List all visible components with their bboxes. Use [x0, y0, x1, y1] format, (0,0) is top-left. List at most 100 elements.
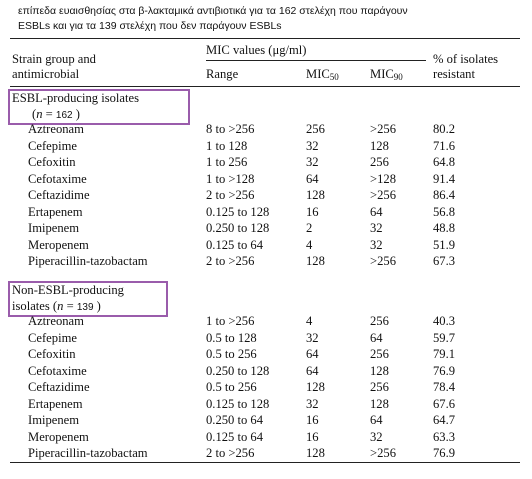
table-cell-mic90: 32 [370, 221, 383, 235]
table-cell-mic90: 256 [370, 314, 389, 328]
table-cell-resist: 79.1 [433, 347, 456, 361]
table-cell-mic50: 4 [306, 314, 313, 328]
header-resist-line-2: resistant [433, 67, 475, 81]
table-cell-resist: 64.7 [433, 413, 456, 427]
table-cell-mic90: 64 [370, 330, 383, 345]
table-cell-mic50: 128 [306, 380, 325, 394]
table-cell-drug: Aztreonam [28, 122, 84, 136]
table-cell-mic50: 2 [306, 221, 313, 235]
header-mic-values: MIC values (μg/ml) [206, 43, 307, 57]
table-cell-range: 8 to >256 [206, 122, 255, 136]
table-cell-range: 0.125 to 64 [206, 237, 264, 252]
table-cell-drug: Ceftazidime [28, 188, 90, 202]
caption-line-2: ESBLs και για τα 139 στελέχη που δεν παρ… [18, 20, 282, 32]
table-cell-range: 2 to >256 [206, 188, 255, 202]
table-cell-mic90: 128 [370, 396, 389, 411]
header-mic-underline [206, 60, 426, 61]
table-cell-range: 0.125 to 128 [206, 396, 270, 411]
table-cell-range: 0.5 to 256 [206, 347, 257, 361]
header-strain-line-1: Strain group and [12, 52, 96, 66]
table-cell-mic90: 64 [370, 204, 383, 219]
table-cell-range: 0.250 to 128 [206, 363, 270, 378]
table-cell-mic50: 4 [306, 237, 313, 252]
table-cell-mic90: >256 [370, 446, 396, 460]
table-cell-mic90: 256 [370, 347, 389, 361]
table-cell-resist: 67.6 [433, 396, 456, 411]
table-cell-drug: Imipenem [28, 413, 80, 427]
table-cell-drug: Ertapenem [28, 204, 83, 219]
table-cell-mic50: 128 [306, 188, 325, 202]
table-cell-drug: Meropenem [28, 429, 89, 444]
esbl-group-label-line-1: ESBL-producing isolates [12, 91, 139, 105]
table-cell-resist: 51.9 [433, 237, 456, 252]
table-cell-drug: Cefoxitin [28, 347, 76, 361]
table-cell-mic90: >256 [370, 254, 396, 268]
table-cell-resist: 64.8 [433, 155, 456, 169]
esbl-group-highlight-box [8, 89, 190, 125]
table-cell-resist: 76.9 [433, 363, 456, 378]
table-cell-resist: 67.3 [433, 254, 456, 268]
table-cell-mic50: 64 [306, 363, 319, 378]
table-cell-resist: 91.4 [433, 171, 456, 186]
table-cell-mic50: 256 [306, 122, 325, 136]
header-range: Range [206, 67, 239, 81]
table-cell-resist: 59.7 [433, 330, 456, 345]
table-cell-drug: Ceftazidime [28, 380, 90, 394]
table-cell-drug: Imipenem [28, 221, 80, 235]
table-cell-mic50: 32 [306, 330, 319, 345]
header-strain-line-2: antimicrobial [12, 67, 80, 81]
table-cell-drug: Cefepime [28, 138, 77, 153]
caption-line-1: επίπεδα ευαισθησίας στα β-λακταμικά αντι… [18, 5, 408, 17]
table-cell-mic50: 32 [306, 155, 319, 169]
table-cell-resist: 71.6 [433, 138, 456, 153]
table-cell-mic90: >256 [370, 188, 396, 202]
mic-table: Strain group and antimicrobial MIC value… [8, 38, 520, 466]
table-top-rule [10, 38, 520, 39]
table-cell-range: 1 to 128 [206, 138, 248, 153]
table-cell-drug: Ertapenem [28, 396, 83, 411]
table-cell-range: 0.5 to 128 [206, 330, 257, 345]
table-cell-drug: Meropenem [28, 237, 89, 252]
table-cell-mic50: 64 [306, 171, 319, 186]
table-cell-mic90: 256 [370, 155, 389, 169]
table-cell-range: 2 to >256 [206, 254, 255, 268]
table-cell-range: 0.125 to 128 [206, 204, 270, 219]
table-cell-range: 0.250 to 128 [206, 221, 270, 235]
table-cell-resist: 76.9 [433, 446, 456, 460]
table-cell-mic90: >256 [370, 122, 396, 136]
table-cell-drug: Piperacillin-tazobactam [28, 254, 148, 268]
table-cell-resist: 80.2 [433, 122, 456, 136]
table-cell-mic50: 32 [306, 138, 319, 153]
table-cell-mic90: 128 [370, 138, 389, 153]
table-cell-range: 2 to >256 [206, 446, 255, 460]
table-cell-resist: 78.4 [433, 380, 456, 394]
table-cell-drug: Piperacillin-tazobactam [28, 446, 148, 460]
esbl-group-label-line-2: (n = 162 ) [32, 107, 80, 121]
header-resist-line-1: % of isolates [433, 52, 499, 66]
table-cell-mic90: >128 [370, 171, 396, 186]
table-cell-mic50: 128 [306, 254, 325, 268]
table-cell-mic50: 128 [306, 446, 325, 460]
table-cell-range: 1 to >128 [206, 171, 255, 186]
header-mic50: MIC50 [306, 67, 339, 82]
non-esbl-group-label-line-1: Non-ESBL-producing [12, 283, 124, 297]
table-cell-resist: 56.8 [433, 204, 456, 219]
table-cell-mic50: 16 [306, 413, 319, 427]
table-cell-range: 0.5 to 256 [206, 380, 257, 394]
header-bottom-rule [10, 86, 520, 87]
table-cell-range: 1 to >256 [206, 314, 255, 328]
table-cell-mic50: 16 [306, 204, 319, 219]
table-cell-mic50: 16 [306, 429, 319, 444]
table-cell-drug: Cefotaxime [28, 363, 87, 378]
table-cell-mic90: 128 [370, 363, 389, 378]
table-caption: επίπεδα ευαισθησίας στα β-λακταμικά αντι… [18, 4, 518, 34]
table-cell-mic90: 64 [370, 413, 383, 427]
header-mic90: MIC90 [370, 67, 403, 82]
table-cell-mic50: 32 [306, 396, 319, 411]
table-cell-range: 0.250 to 64 [206, 413, 264, 427]
table-cell-resist: 48.8 [433, 221, 456, 235]
table-cell-resist: 86.4 [433, 188, 456, 202]
table-cell-resist: 63.3 [433, 429, 456, 444]
table-cell-resist: 40.3 [433, 314, 456, 328]
table-cell-drug: Aztreonam [28, 314, 84, 328]
